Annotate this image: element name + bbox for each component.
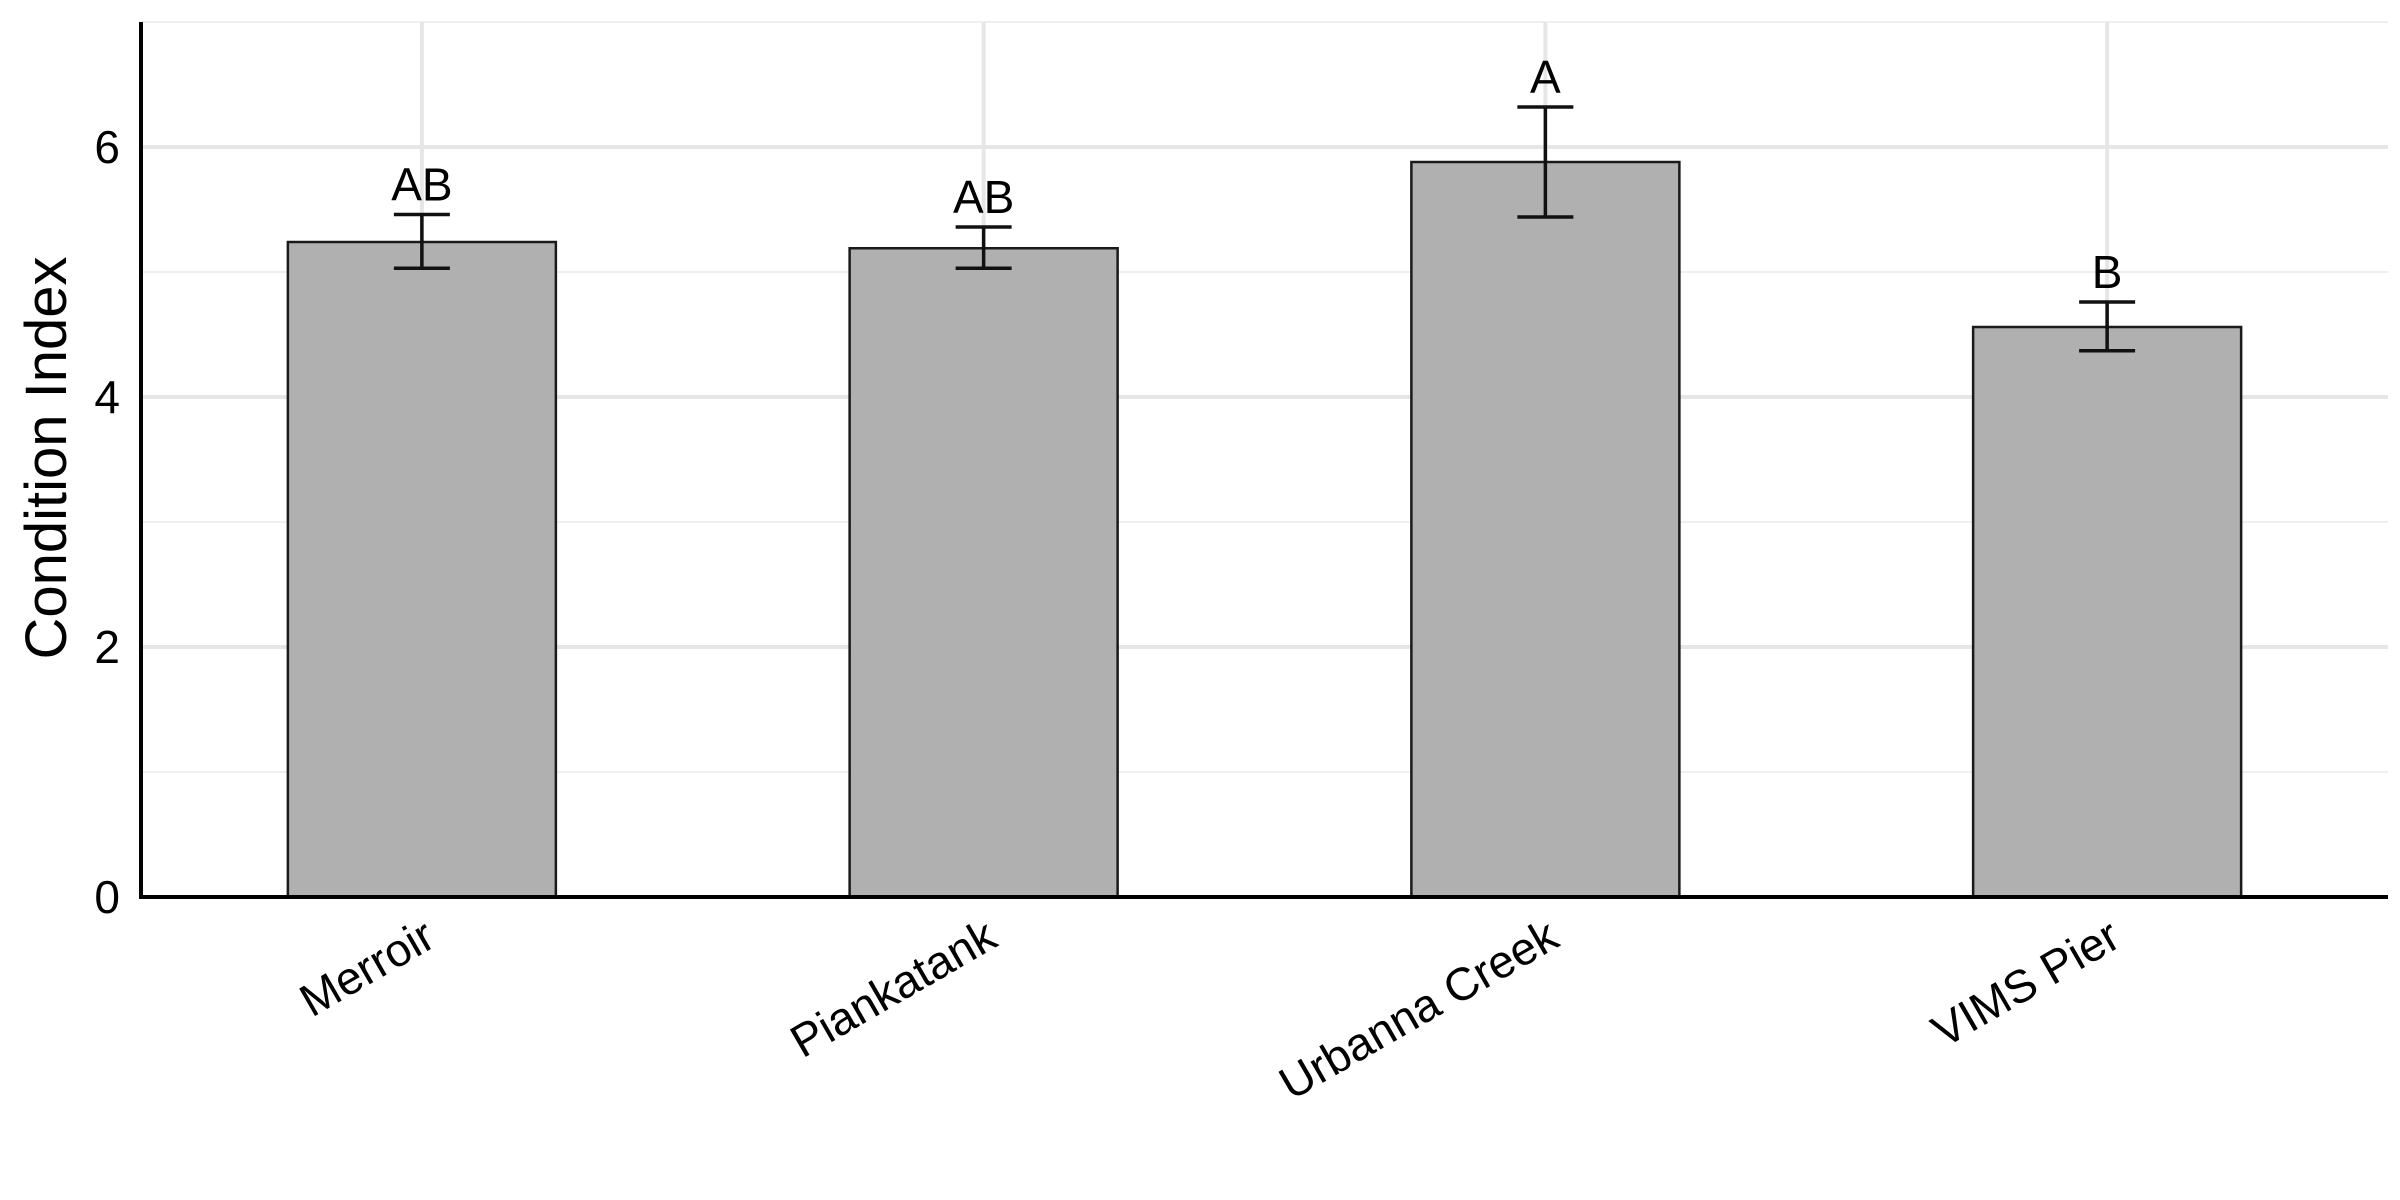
error-bars — [393, 105, 2136, 353]
bar — [848, 247, 1119, 899]
significance-label: B — [2092, 246, 2123, 298]
bar — [1971, 325, 2243, 899]
significance-label: A — [1530, 51, 1561, 103]
y-tick-label: 0 — [94, 871, 120, 923]
y-tick-label: 6 — [94, 121, 120, 173]
bar — [1410, 160, 1681, 899]
significance-label: AB — [391, 159, 452, 211]
x-category-label: Urbanna Creek — [1270, 908, 1567, 1110]
bar — [286, 240, 558, 899]
x-category-labels: Merroir Piankatank Urbanna Creek VIMS Pier — [291, 908, 2128, 1110]
x-category-label: Merroir — [291, 909, 443, 1027]
y-tick-label: 4 — [94, 371, 120, 423]
bars — [286, 160, 2243, 899]
significance-label: AB — [953, 171, 1014, 223]
y-tick-labels: 0 2 4 6 — [94, 121, 120, 923]
axes — [139, 22, 2388, 899]
y-tick-label: 2 — [94, 621, 120, 673]
x-category-label: Piankatank — [782, 908, 1006, 1067]
x-category-label: VIMS Pier — [1923, 909, 2128, 1058]
y-axis-title: Condition Index — [14, 256, 79, 659]
